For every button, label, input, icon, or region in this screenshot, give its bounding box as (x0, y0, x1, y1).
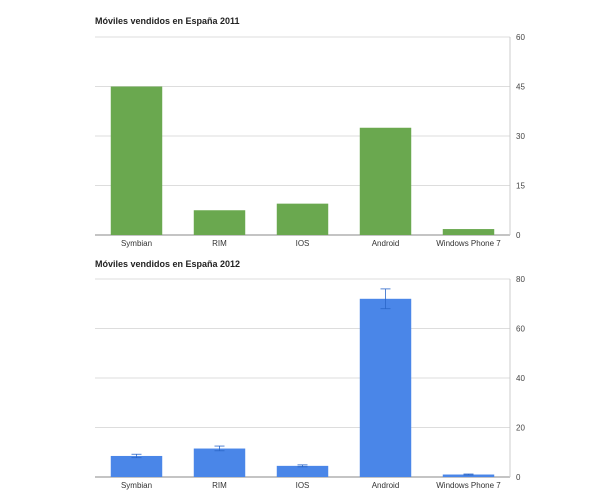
bar-0-symbian (110, 86, 163, 235)
bar-1-ios (276, 465, 329, 477)
bar-1-android (359, 298, 412, 477)
y-tick-label-0-4: 60 (516, 33, 525, 42)
chart-2012: Móviles vendidos en España 2012 0 20 40 60 8… (95, 259, 525, 490)
chart-title-2011: Móviles vendidos en España 2011 (95, 16, 240, 26)
y-tick-label-1-1: 20 (516, 424, 525, 433)
bars-2011 (110, 86, 495, 235)
y-tick-label-0-2: 30 (516, 132, 525, 141)
y-tick-label-1-4: 80 (516, 275, 525, 284)
bar-0-ios (276, 203, 329, 235)
category-label-1-0: Symbian (121, 481, 152, 490)
gridlines-2012 (95, 278, 511, 478)
y-ticks-2011: 0 15 30 45 60 (516, 33, 525, 240)
error-bar-1-1 (214, 445, 225, 452)
category-label-0-2: IOS (296, 239, 310, 248)
gridlines-2011 (95, 36, 511, 236)
category-label-0-3: Android (372, 239, 400, 248)
category-label-0-1: RIM (212, 239, 227, 248)
bar-1-symbian (110, 455, 163, 477)
bar-1-windows-phone-7 (442, 474, 495, 477)
category-label-0-4: Windows Phone 7 (436, 239, 501, 248)
category-labels-2011: Symbian RIM IOS Android Windows Phone 7 (121, 239, 501, 248)
category-label-1-1: RIM (212, 481, 227, 490)
bar-0-android (359, 127, 412, 235)
error-bar-1-0 (131, 453, 142, 459)
category-label-1-2: IOS (296, 481, 310, 490)
y-tick-label-0-1: 15 (516, 182, 525, 191)
category-labels-2012: Symbian RIM IOS Android Windows Phone 7 (121, 481, 501, 490)
y-tick-label-0-0: 0 (516, 231, 521, 240)
error-bar-1-3 (380, 288, 391, 310)
error-bar-1-4 (463, 473, 474, 476)
y-tick-label-0-3: 45 (516, 83, 525, 92)
chart-title-2012: Móviles vendidos en España 2012 (95, 259, 240, 269)
y-tick-label-1-3: 60 (516, 325, 525, 334)
category-label-1-3: Android (372, 481, 400, 490)
category-label-1-4: Windows Phone 7 (436, 481, 501, 490)
y-tick-label-1-2: 40 (516, 374, 525, 383)
category-label-0-0: Symbian (121, 239, 152, 248)
bar-1-rim (193, 448, 246, 477)
y-tick-label-1-0: 0 (516, 473, 521, 482)
bars-2012 (110, 298, 495, 477)
bar-0-windows-phone-7 (442, 229, 495, 235)
bar-0-rim (193, 210, 246, 235)
error-bars-2012 (131, 288, 474, 476)
chart-2011: Móviles vendidos en España 2011 0 15 30 45 6… (95, 16, 525, 248)
error-bar-1-2 (297, 464, 308, 468)
y-ticks-2012: 0 20 40 60 80 (516, 275, 525, 482)
